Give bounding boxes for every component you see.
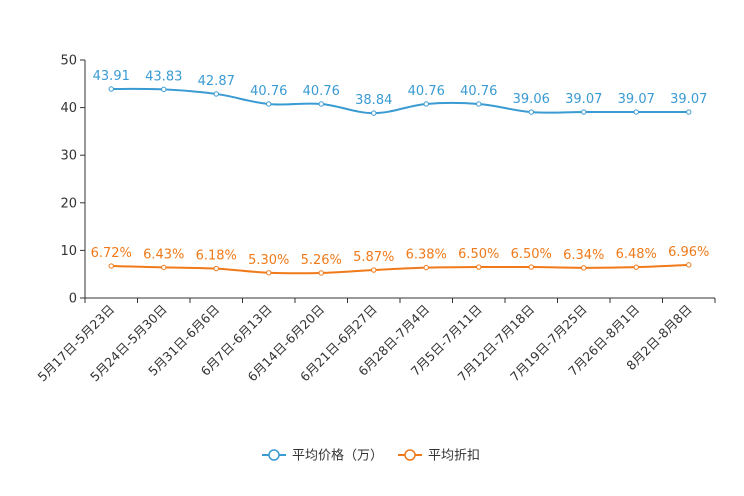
data-point[interactable]	[108, 263, 114, 269]
data-point[interactable]	[528, 264, 534, 270]
data-label: 40.76	[460, 84, 497, 99]
data-point[interactable]	[318, 101, 324, 107]
data-point[interactable]	[266, 101, 272, 107]
data-point[interactable]	[686, 109, 692, 115]
data-point[interactable]	[266, 270, 272, 276]
series-1: 43.91 43.83 42.87 40.76 40.76 38.84 40.76 40.76…	[93, 69, 707, 116]
y-tick-label: 10	[60, 244, 77, 259]
data-label: 6.43%	[143, 247, 184, 262]
data-label: 39.07	[565, 92, 602, 107]
data-label: 39.07	[618, 92, 655, 107]
data-label: 6.34%	[563, 248, 604, 263]
data-label: 40.76	[303, 84, 340, 99]
data-point[interactable]	[581, 265, 587, 271]
data-label: 39.07	[670, 92, 707, 107]
data-label: 5.26%	[301, 253, 342, 268]
series-layer: 43.91 43.83 42.87 40.76 40.76 38.84 40.76 40.76…	[91, 69, 709, 276]
data-label: 6.50%	[458, 247, 499, 262]
data-point[interactable]	[213, 91, 219, 97]
data-point[interactable]	[476, 264, 482, 270]
data-point[interactable]	[476, 101, 482, 107]
data-point[interactable]	[423, 101, 429, 107]
data-point[interactable]	[581, 109, 587, 115]
data-label: 6.50%	[511, 247, 552, 262]
data-label: 6.72%	[91, 246, 132, 261]
data-point[interactable]	[686, 262, 692, 268]
y-tick-label: 50	[60, 54, 77, 69]
data-label: 6.48%	[616, 247, 657, 262]
data-label: 5.87%	[353, 250, 394, 265]
legend-marker-icon	[268, 449, 280, 461]
legend[interactable]: 平均价格（万） 平均折扣	[262, 448, 480, 464]
data-label: 38.84	[355, 93, 392, 108]
y-tick-label: 30	[60, 149, 77, 164]
data-point[interactable]	[161, 264, 167, 271]
data-label: 40.76	[250, 84, 287, 99]
y-tick-label: 40	[60, 101, 77, 116]
data-point[interactable]	[108, 86, 114, 92]
series-2: 6.72% 6.43% 6.18% 5.30% 5.26% 5.87% 6.38% 6.50%…	[91, 245, 709, 276]
data-label: 43.83	[145, 69, 182, 84]
legend-item-1[interactable]: 平均价格（万）	[262, 448, 383, 464]
data-point[interactable]	[318, 270, 324, 276]
data-label: 6.38%	[406, 248, 447, 263]
y-tick-label: 0	[69, 292, 77, 307]
data-label: 43.91	[93, 69, 130, 84]
data-label: 5.30%	[248, 253, 289, 268]
data-point[interactable]	[633, 109, 639, 115]
data-point[interactable]	[161, 86, 167, 93]
data-point[interactable]	[371, 267, 377, 273]
y-tick-label: 20	[60, 196, 77, 211]
legend-marker-icon	[404, 449, 416, 461]
data-label: 39.06	[513, 92, 550, 107]
data-label: 42.87	[198, 74, 235, 89]
legend-item-2[interactable]: 平均折扣	[398, 449, 480, 464]
data-label: 6.18%	[196, 249, 237, 264]
series-line	[111, 263, 689, 275]
data-label: 6.96%	[668, 245, 709, 260]
legend-label: 平均价格（万）	[292, 448, 383, 464]
data-point[interactable]	[528, 109, 534, 115]
data-label: 40.76	[408, 84, 445, 99]
data-point[interactable]	[371, 110, 377, 116]
legend-label: 平均折扣	[428, 449, 480, 464]
data-point[interactable]	[633, 264, 639, 270]
data-point[interactable]	[213, 265, 219, 272]
data-point[interactable]	[423, 264, 429, 271]
series-line	[111, 87, 689, 115]
